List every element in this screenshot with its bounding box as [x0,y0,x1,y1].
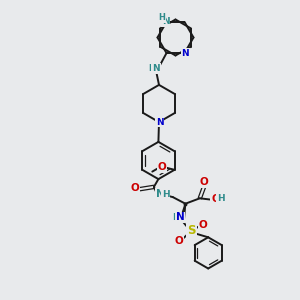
Text: O: O [174,236,183,247]
Text: N: N [162,17,170,26]
Text: H: H [217,194,225,203]
Polygon shape [181,204,186,219]
Text: N: N [152,64,160,73]
Text: S: S [187,224,196,237]
Text: O: O [158,162,166,172]
Text: H: H [148,64,154,73]
Text: O: O [130,183,139,193]
Text: H: H [172,213,180,222]
Text: N: N [181,49,189,58]
Text: O: O [200,177,208,188]
Text: H: H [162,190,170,199]
Text: N: N [156,118,164,127]
Text: H: H [159,13,165,22]
Text: N: N [155,189,164,199]
Text: N: N [176,212,184,223]
Text: O: O [211,194,220,204]
Text: O: O [198,220,207,230]
